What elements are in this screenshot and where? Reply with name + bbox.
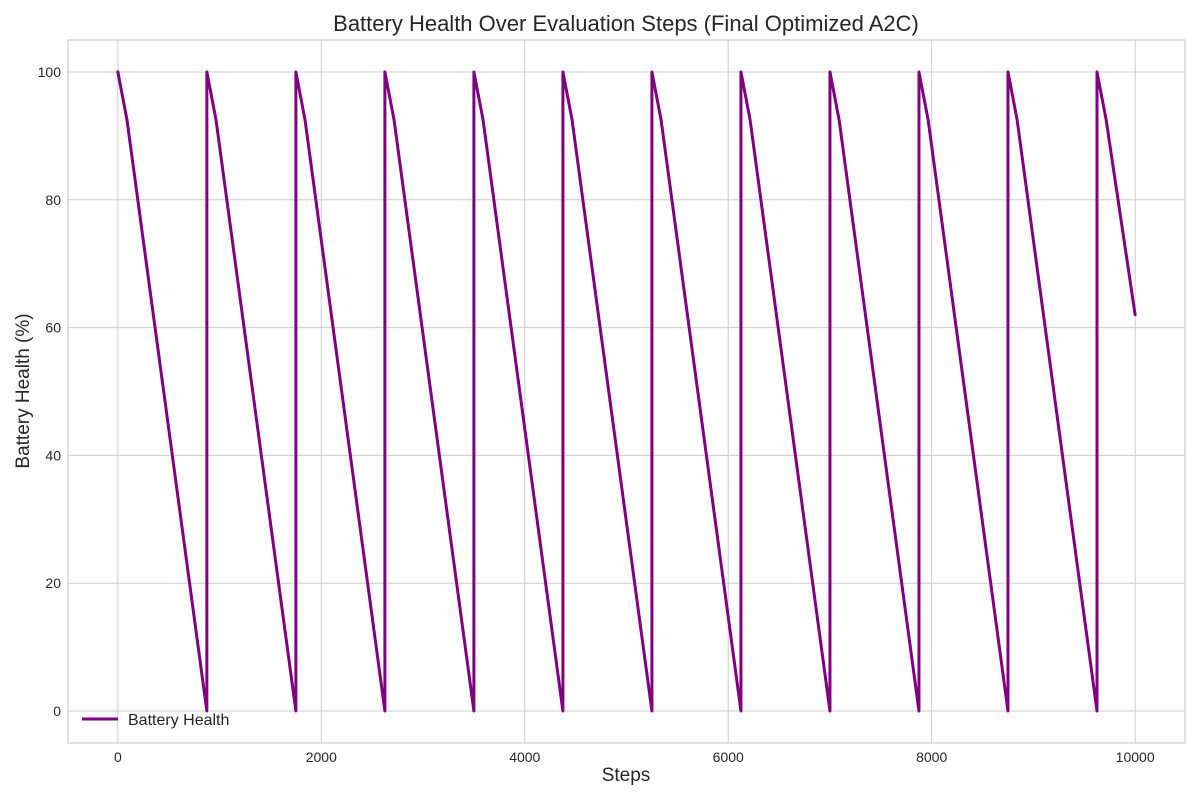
plot-background xyxy=(68,40,1185,743)
series-line-battery-health xyxy=(116,70,1137,713)
y-tick-label: 0 xyxy=(53,703,61,719)
tick-labels: 0 2000 4000 6000 8000 10000 0 20 40 60 80 100 xyxy=(38,64,1155,765)
y-tick-label: 20 xyxy=(45,575,61,591)
x-tick-label: 4000 xyxy=(509,749,540,765)
x-tick-label: 10000 xyxy=(1116,749,1155,765)
legend-label: Battery Health xyxy=(128,712,229,729)
x-axis-label: Steps xyxy=(602,765,651,786)
x-tick-label: 6000 xyxy=(713,749,744,765)
x-tick-label: 8000 xyxy=(916,749,947,765)
y-axis-label: Battery Health (%) xyxy=(13,313,34,468)
x-tick-label: 0 xyxy=(114,749,122,765)
y-tick-label: 80 xyxy=(45,192,61,208)
grid-lines xyxy=(68,40,1185,743)
legend: Battery Health xyxy=(82,712,229,729)
plot-frame xyxy=(67,39,1186,744)
chart-title: Battery Health Over Evaluation Steps (Fi… xyxy=(333,11,919,36)
y-tick-label: 40 xyxy=(45,447,61,463)
y-tick-label: 100 xyxy=(38,64,62,80)
series-layer xyxy=(116,70,1137,713)
y-tick-label: 60 xyxy=(45,320,61,336)
x-tick-label: 2000 xyxy=(306,749,337,765)
